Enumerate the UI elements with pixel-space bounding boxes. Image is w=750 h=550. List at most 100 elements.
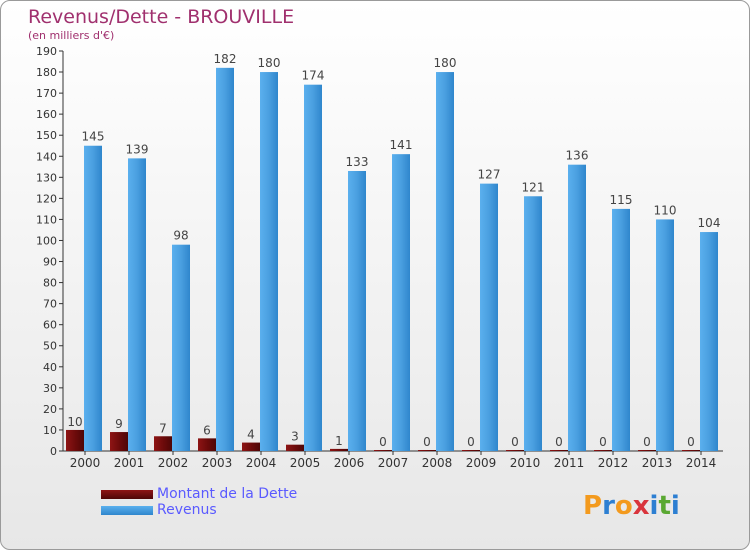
data-label-revenue: 136 xyxy=(566,149,589,163)
y-tick-label: 130 xyxy=(36,171,57,184)
data-label-revenue: 182 xyxy=(214,52,237,66)
data-label-revenue: 174 xyxy=(302,69,325,83)
y-tick-label: 160 xyxy=(36,108,57,121)
data-label-debt: 4 xyxy=(247,428,255,442)
y-tick-label: 70 xyxy=(43,298,57,311)
bar-revenue xyxy=(260,72,278,451)
bar-revenue xyxy=(216,67,234,451)
data-label-revenue: 110 xyxy=(654,203,677,217)
bar-revenue xyxy=(304,84,322,452)
y-tick-label: 80 xyxy=(43,277,57,290)
x-tick-label: 2002 xyxy=(158,456,189,470)
y-tick-label: 100 xyxy=(36,234,57,247)
x-tick-label: 2003 xyxy=(202,456,233,470)
y-tick-label: 40 xyxy=(43,361,57,374)
y-tick-label: 170 xyxy=(36,87,57,100)
logo-letter: i xyxy=(649,491,659,521)
bar-revenue xyxy=(612,208,630,451)
data-label-debt: 0 xyxy=(423,435,431,449)
bar-debt xyxy=(66,429,84,451)
chart-title: Revenus/Dette - BROUVILLE xyxy=(28,6,295,28)
logo-letter: x xyxy=(632,491,650,521)
bar-debt xyxy=(418,450,436,451)
data-label-revenue: 180 xyxy=(258,56,281,70)
logo-letter: P xyxy=(583,491,603,521)
bar-debt xyxy=(110,432,128,451)
proxiti-logo: Proxiti xyxy=(583,491,680,521)
data-label-debt: 0 xyxy=(467,435,475,449)
y-tick-label: 190 xyxy=(36,45,57,58)
x-tick-label: 2011 xyxy=(554,456,585,470)
bar-debt xyxy=(682,450,700,451)
bar-revenue xyxy=(392,154,410,451)
data-label-debt: 6 xyxy=(203,423,211,437)
data-label-debt: 0 xyxy=(687,435,695,449)
legend-swatch-debt xyxy=(101,490,153,499)
bar-revenue xyxy=(480,183,498,451)
logo-letter: o xyxy=(614,491,633,521)
data-label-debt: 3 xyxy=(291,430,299,444)
bar-debt xyxy=(330,448,348,451)
bar-revenue xyxy=(656,219,674,451)
bar-debt xyxy=(594,450,612,451)
bar-debt xyxy=(286,444,304,451)
y-tick-label: 60 xyxy=(43,319,57,332)
x-tick-label: 2012 xyxy=(598,456,629,470)
data-label-debt: 10 xyxy=(67,415,82,429)
data-label-revenue: 139 xyxy=(126,142,149,156)
logo-letter: t xyxy=(658,491,671,521)
y-tick-label: 90 xyxy=(43,256,57,269)
x-tick-label: 2014 xyxy=(686,456,717,470)
data-label-debt: 0 xyxy=(599,435,607,449)
bar-revenue xyxy=(436,72,454,451)
data-label-revenue: 145 xyxy=(82,130,105,144)
bar-revenue xyxy=(84,145,102,451)
data-label-revenue: 133 xyxy=(346,155,369,169)
x-tick-label: 2009 xyxy=(466,456,497,470)
data-label-debt: 9 xyxy=(115,417,123,431)
y-tick-label: 120 xyxy=(36,192,57,205)
data-label-revenue: 121 xyxy=(522,180,545,194)
bar-debt xyxy=(242,442,260,451)
bar-debt xyxy=(550,450,568,451)
y-tick-label: 20 xyxy=(43,403,57,416)
data-label-debt: 1 xyxy=(335,434,343,448)
bar-debt xyxy=(154,436,172,451)
bar-revenue xyxy=(700,232,718,451)
y-tick-label: 150 xyxy=(36,129,57,142)
logo-letter: r xyxy=(602,491,615,521)
data-label-revenue: 104 xyxy=(698,216,721,230)
y-tick-label: 50 xyxy=(43,340,57,353)
data-label-revenue: 141 xyxy=(390,138,413,152)
y-tick-label: 0 xyxy=(50,445,57,458)
data-label-revenue: 115 xyxy=(610,193,633,207)
legend-swatch-revenue xyxy=(101,506,153,515)
chart-subtitle: (en milliers d'€) xyxy=(28,29,115,42)
data-label-revenue: 98 xyxy=(173,229,188,243)
data-label-debt: 0 xyxy=(511,435,519,449)
data-label-debt: 0 xyxy=(643,435,651,449)
logo-letter: i xyxy=(670,491,680,521)
data-label-debt: 0 xyxy=(379,435,387,449)
bar-revenue xyxy=(128,158,146,452)
y-tick-label: 110 xyxy=(36,213,57,226)
bar-debt xyxy=(374,450,392,451)
y-tick-label: 10 xyxy=(43,424,57,437)
x-tick-label: 2007 xyxy=(378,456,409,470)
bar-debt xyxy=(462,450,480,451)
bar-revenue xyxy=(348,171,366,451)
x-tick-label: 2010 xyxy=(510,456,541,470)
legend-label-debt: Montant de la Dette xyxy=(157,486,298,502)
x-tick-label: 2008 xyxy=(422,456,453,470)
data-label-debt: 0 xyxy=(555,435,563,449)
bar-debt xyxy=(638,450,656,451)
bar-revenue xyxy=(568,164,586,451)
x-tick-label: 2013 xyxy=(642,456,673,470)
bar-revenue xyxy=(172,244,190,451)
y-tick-label: 140 xyxy=(36,150,57,163)
data-label-debt: 7 xyxy=(159,421,167,435)
x-tick-label: 2000 xyxy=(70,456,101,470)
data-label-revenue: 127 xyxy=(478,168,501,182)
